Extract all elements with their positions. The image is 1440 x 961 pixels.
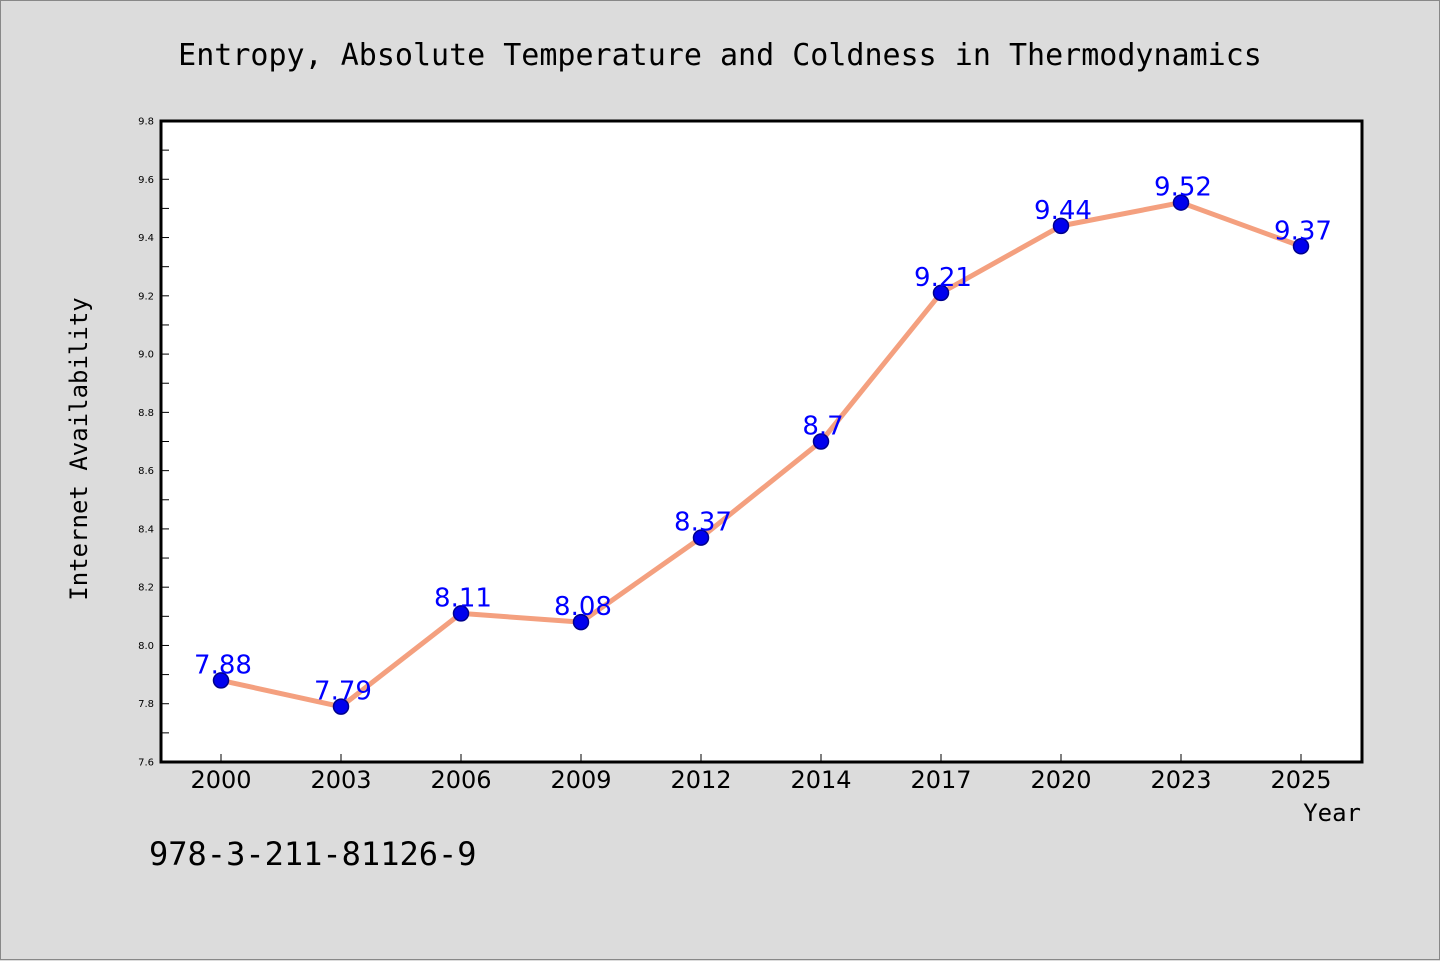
data-point-marker (692, 529, 710, 546)
data-point-marker (1172, 194, 1190, 211)
x-tick-label: 2014 (790, 766, 851, 794)
y-tick-label: 8.0 (138, 641, 154, 652)
chart-title: Entropy, Absolute Temperature and Coldne… (178, 38, 1262, 73)
y-tick-label: 7.6 (138, 758, 154, 769)
data-point-marker (332, 698, 350, 715)
x-tick-label: 2020 (1030, 766, 1091, 794)
data-point-marker (212, 672, 230, 689)
data-label: 8.11 (434, 583, 492, 613)
y-tick-label: 9.4 (138, 233, 154, 244)
data-label: 8.7 (802, 412, 843, 442)
x-tick-label: 2025 (1270, 766, 1331, 794)
y-tick-label: 8.6 (138, 466, 154, 477)
data-label: 8.37 (674, 508, 732, 538)
data-point-marker (1052, 217, 1070, 235)
series-line (220, 200, 1302, 710)
data-label: 9.44 (1034, 196, 1092, 226)
x-tick-label: 2017 (910, 766, 971, 794)
x-axis-label: Year (1303, 799, 1361, 827)
y-tick-label: 8.4 (138, 524, 154, 535)
y-tick-label: 9.6 (138, 175, 154, 186)
y-tick-label: 8.2 (138, 583, 154, 594)
series-line-group (212, 194, 1310, 715)
data-label: 9.21 (914, 263, 972, 293)
data-point-marker (1292, 238, 1310, 255)
data-label: 7.79 (314, 677, 372, 707)
x-tick-label: 2012 (670, 766, 731, 794)
y-tick-label: 7.8 (138, 699, 154, 710)
data-label: 7.88 (194, 650, 252, 680)
x-tick-label: 2006 (430, 766, 491, 794)
x-tick-label: 2003 (310, 766, 371, 794)
y-axis-label: Internet Availability (65, 297, 93, 600)
y-tick-label: 8.8 (138, 408, 154, 419)
x-tick-label: 2000 (190, 766, 251, 794)
data-labels-group: 7.88 7.79 8.11 8.08 8.37 8.7 9.21 9.44 9.52 9.37 (194, 173, 1332, 707)
data-label: 9.37 (1274, 216, 1332, 246)
x-tick-label: 2009 (550, 766, 611, 794)
isbn-footer: 978-3-211-81126-9 (149, 835, 477, 873)
data-point-marker (452, 605, 470, 622)
y-tick-label: 9.2 (138, 291, 154, 302)
data-point-marker (812, 433, 830, 450)
data-label: 8.08 (554, 592, 612, 622)
data-point-marker (932, 284, 950, 302)
data-label: 9.52 (1154, 173, 1212, 203)
plot-area (159, 119, 1364, 764)
y-tick-label: 9.8 (138, 117, 154, 128)
data-point-marker (572, 613, 590, 631)
y-axis-ticks: 7.6 7.8 8.0 8.2 8.4 8.6 8.8 9.0 9.2 9.4 9.6 9.8 (138, 117, 169, 769)
x-axis-ticks: 2000 2003 2006 2009 2012 2014 2017 2020 2023 2025 (190, 754, 1332, 794)
x-tick-label: 2023 (1150, 766, 1211, 794)
y-tick-label: 9.0 (138, 350, 154, 361)
